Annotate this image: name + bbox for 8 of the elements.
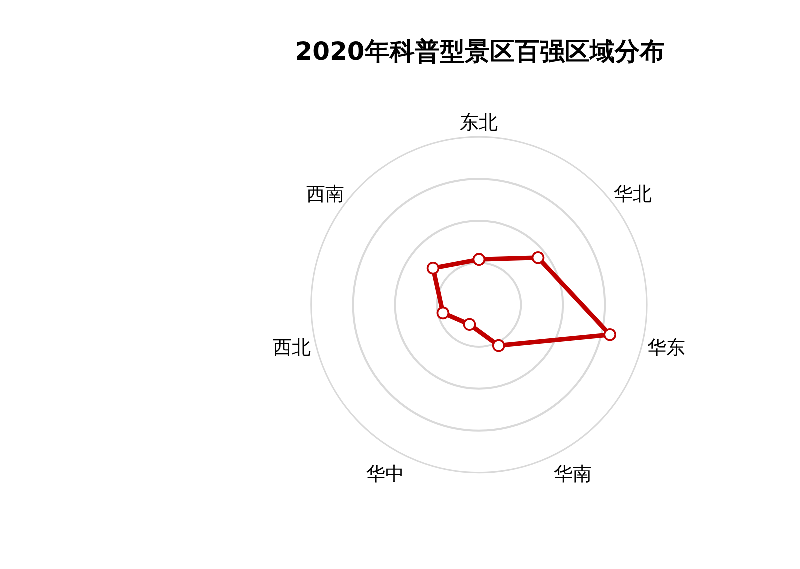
spoke-label: 华北 <box>614 183 652 206</box>
spoke-label: 华南 <box>554 463 592 486</box>
spoke-label: 华中 <box>366 463 404 486</box>
spoke-label: 西北 <box>273 337 312 360</box>
spoke-label: 华东 <box>647 337 686 360</box>
spoke-label: 东北 <box>460 112 498 134</box>
chart-title: 2020年科普型景区百强区域分布 <box>295 36 665 66</box>
spoke-label: 西南 <box>306 183 344 206</box>
